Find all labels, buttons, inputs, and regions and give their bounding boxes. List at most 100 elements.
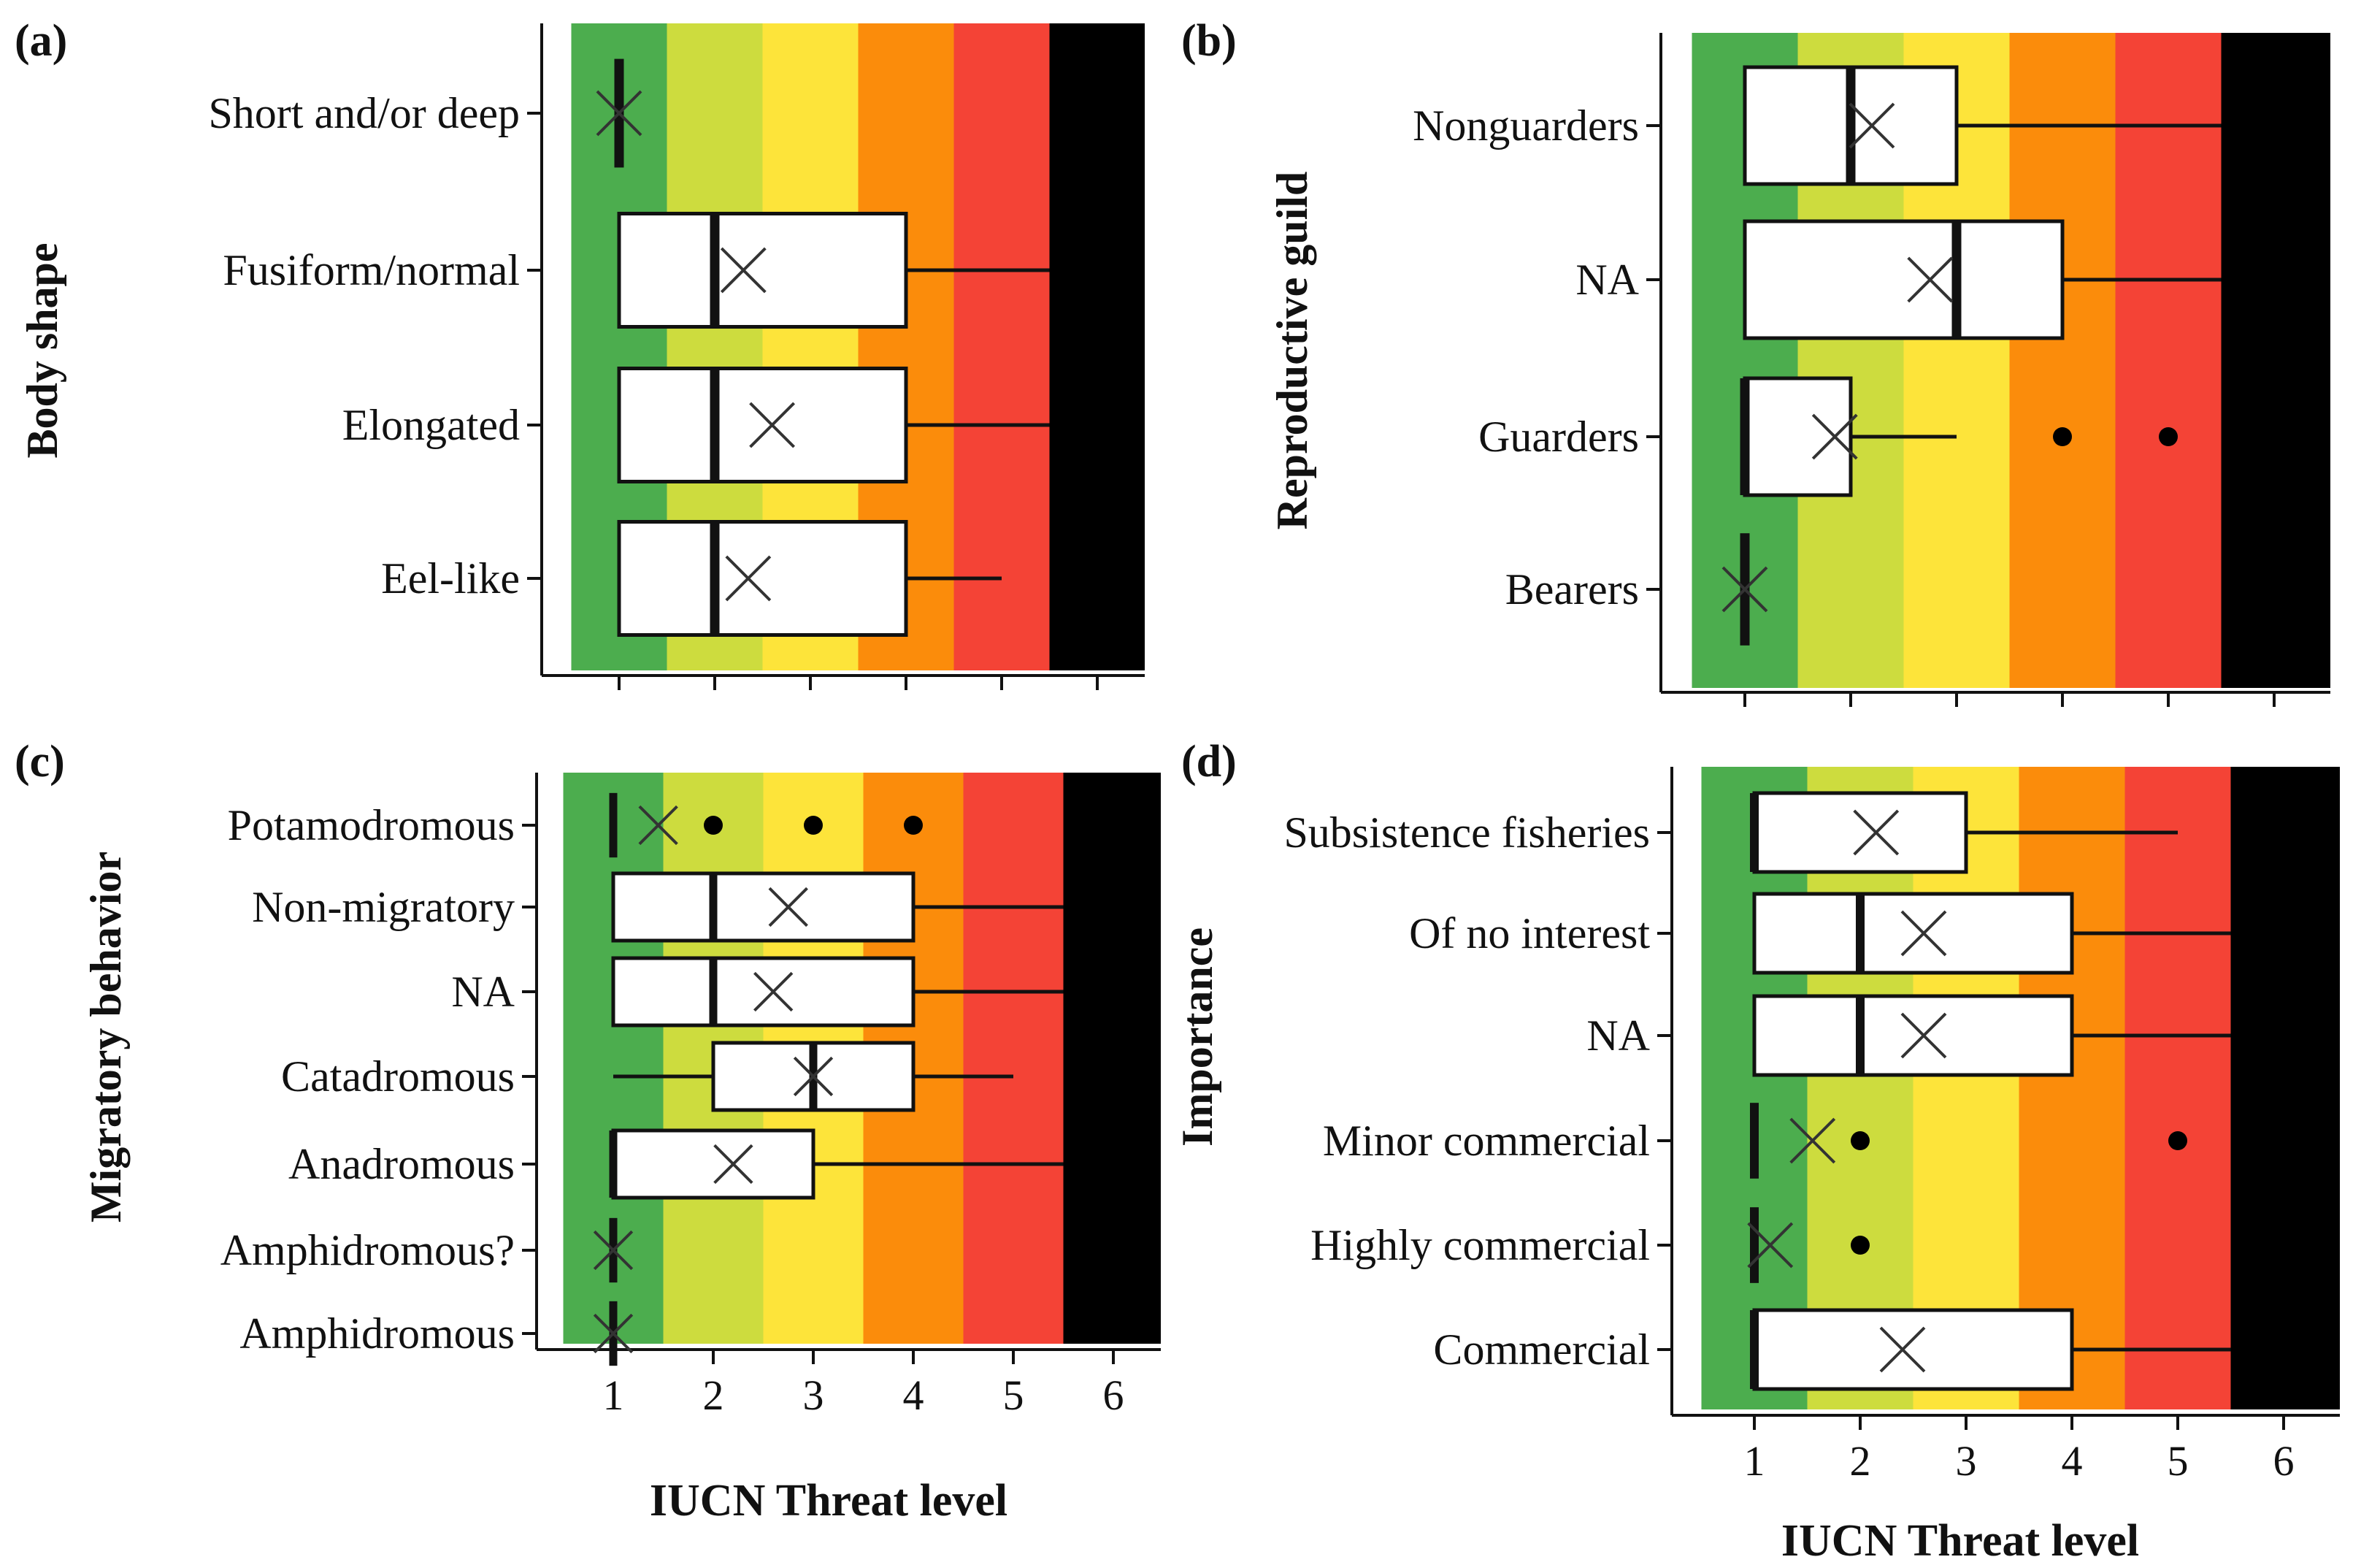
box-row: Amphidromous [239, 1301, 634, 1366]
x-tick-label: 1 [603, 1371, 624, 1419]
box-row: Highly commercial [1310, 1207, 1870, 1283]
mean-marker [596, 90, 642, 137]
outlier-point [704, 816, 723, 835]
x-tick-label: 4 [903, 1371, 924, 1419]
box [1743, 219, 2065, 340]
threat-band-4 [2009, 33, 2116, 688]
box-row: Minor commercial [1323, 1103, 2187, 1179]
box-row: Catadromous [281, 1041, 1013, 1112]
median-line [710, 213, 720, 327]
mean-marker [1811, 413, 1858, 460]
outlier-point [1851, 1131, 1870, 1150]
box-row: Subsistence fisheries [1283, 791, 2178, 874]
category-label: Nonguarders [1413, 102, 1639, 150]
category-label: Short and/or deep [208, 89, 520, 137]
category-label: NA [1575, 256, 1639, 304]
category-label: NA [451, 968, 515, 1016]
box-row: NA [1586, 994, 2231, 1077]
threat-band-5 [963, 773, 1064, 1344]
y-axis-title: Reproductive guild [1268, 172, 1316, 530]
outlier-point [2053, 427, 2072, 446]
category-label: Amphidromous [239, 1309, 515, 1358]
outlier-point [2168, 1131, 2187, 1150]
box [611, 1128, 815, 1200]
threat-band-6 [1063, 773, 1161, 1344]
x-tick-label: 2 [1850, 1437, 1871, 1485]
box-row: Elongated [342, 367, 1050, 483]
x-tick-label: 4 [2062, 1437, 2083, 1485]
median-line [709, 958, 718, 1025]
category-label: Potamodromous [228, 801, 515, 849]
median-line [709, 873, 718, 941]
median-line [710, 521, 720, 635]
box [617, 520, 908, 637]
category-label: NA [1586, 1011, 1650, 1060]
mean-marker [1853, 809, 1900, 856]
median-line [1846, 67, 1856, 184]
box-row: Nonguarders [1413, 65, 2222, 186]
mean-marker [1907, 256, 1954, 303]
x-tick-label: 1 [1744, 1437, 1765, 1485]
median-line [1750, 1310, 1759, 1389]
median-line [1750, 793, 1759, 872]
x-tick-label: 2 [703, 1371, 724, 1419]
x-tick-label: 3 [1956, 1437, 1977, 1485]
box-row: Potamodromous [228, 792, 923, 858]
mean-marker [1900, 1012, 1947, 1059]
threat-band-5 [953, 23, 1050, 670]
mean-marker [1900, 910, 1947, 957]
outlier-point [904, 816, 923, 835]
panel-c: 1 2 3 4 5 6 (c) Migratory behavior IUCN Threat l… [15, 737, 1161, 1526]
mean-marker [1879, 1326, 1926, 1373]
y-axis-title: Body shape [18, 242, 66, 458]
median-line [609, 792, 618, 858]
category-label: Commercial [1433, 1325, 1650, 1374]
threat-band-4 [2019, 767, 2125, 1409]
panel-a: (a) Body shape Short and/or deep Fusiform/n… [15, 16, 1145, 690]
box-row: Eel-like [381, 520, 1002, 637]
category-label: Catadromous [281, 1052, 515, 1101]
outlier-point [2159, 427, 2178, 446]
mean-marker [1849, 102, 1895, 149]
category-label: Subsistence fisheries [1283, 808, 1650, 857]
mean-marker [1721, 566, 1768, 613]
threat-band-1 [1701, 767, 1808, 1409]
median-line [609, 1130, 618, 1198]
mean-marker [768, 887, 808, 927]
x-tick-label: 5 [1003, 1371, 1024, 1419]
mean-marker [793, 1056, 834, 1097]
mean-marker [753, 971, 794, 1012]
box [1752, 1308, 2074, 1391]
category-label: Anadromous [288, 1140, 515, 1188]
panel-letter: (a) [15, 16, 67, 66]
category-label: Elongated [342, 401, 520, 449]
median-line [1856, 996, 1865, 1075]
box-row: Bearers [1505, 533, 1768, 646]
category-label: Minor commercial [1323, 1117, 1650, 1165]
x-tick-label: 3 [803, 1371, 824, 1419]
threat-band-5 [2115, 33, 2222, 688]
threat-band-2 [1807, 767, 1913, 1409]
y-axis-title: Migratory behavior [82, 852, 130, 1222]
mean-marker [638, 805, 678, 846]
box-row: NA [1575, 219, 2222, 340]
box-row: Non-migratory [252, 871, 1064, 943]
median-line [1951, 221, 1962, 338]
box [611, 871, 915, 943]
box-row: Anadromous [288, 1128, 1064, 1200]
mean-marker [720, 247, 767, 294]
mean-marker [593, 1313, 634, 1354]
outlier-point [804, 816, 823, 835]
x-tick-label: 6 [2273, 1437, 2295, 1485]
box-row: Commercial [1433, 1308, 2231, 1391]
outlier-point [1851, 1236, 1870, 1255]
category-label: Bearers [1505, 565, 1639, 613]
median-line [1740, 378, 1750, 495]
x-axis-title: IUCN Threat level [1781, 1516, 2139, 1565]
category-label: Fusiform/normal [223, 246, 520, 294]
x-tick-label: 6 [1103, 1371, 1124, 1419]
box [617, 212, 908, 329]
panel-b: (b) Reproductive guild Nonguarders NA Guarde… [1181, 16, 2330, 707]
threat-band-3 [1913, 767, 2019, 1409]
